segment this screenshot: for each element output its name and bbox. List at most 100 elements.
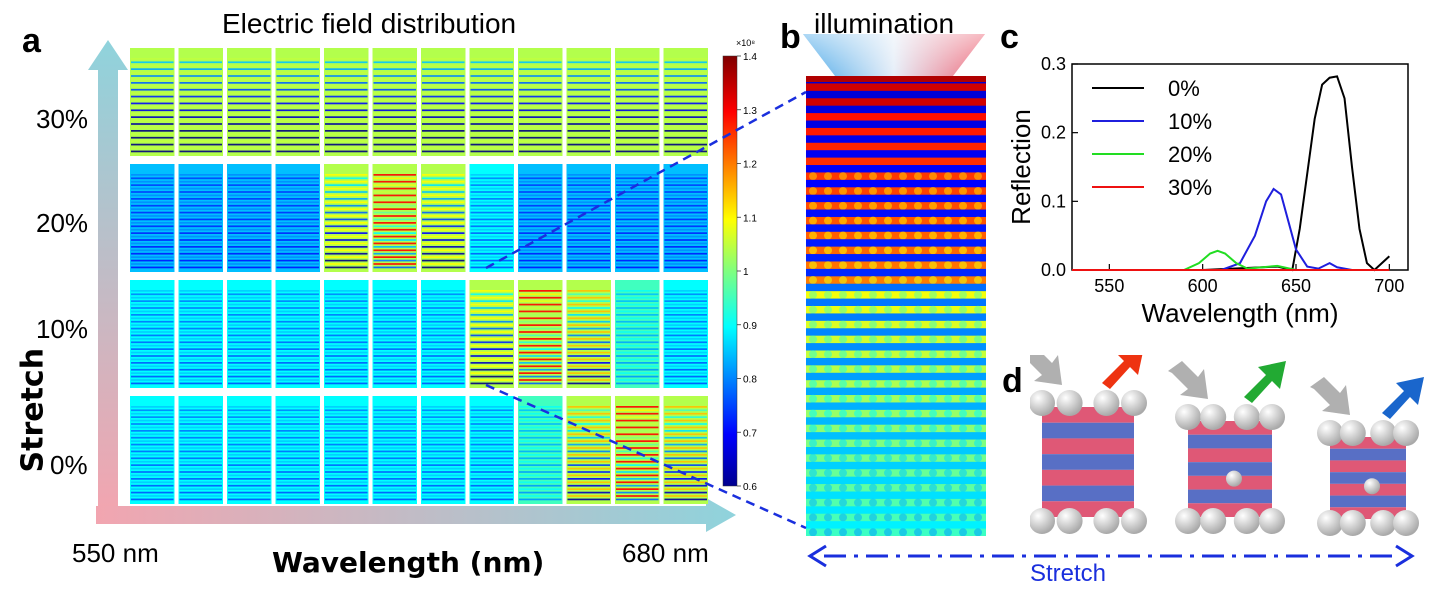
sphere — [1030, 390, 1055, 416]
zoom-band — [806, 528, 986, 536]
zoom-band — [806, 283, 986, 292]
zoom-band — [806, 395, 986, 403]
incident-arrow-icon — [1030, 355, 1062, 385]
zoom-node — [929, 201, 937, 210]
colorbar-tick-label: 0.9 — [743, 321, 757, 332]
zoom-node — [824, 483, 832, 492]
zoom-node — [974, 439, 982, 448]
zoom-node — [854, 320, 862, 329]
zoom-node — [854, 439, 862, 448]
zoom-band — [806, 498, 986, 507]
zoom-node — [974, 498, 982, 507]
zoom-node — [899, 498, 907, 507]
zoom-node — [944, 290, 952, 299]
zoom-node — [854, 454, 862, 463]
zoom-band — [806, 254, 986, 262]
zoom-band — [806, 320, 986, 329]
zoom-band — [806, 313, 986, 322]
zoom-node — [869, 246, 877, 255]
zoom-node — [824, 439, 832, 448]
zoom-node — [959, 394, 967, 403]
zoom-node — [914, 231, 922, 240]
zoom-node — [974, 216, 982, 225]
zoom-node — [869, 201, 877, 210]
zoom-band — [806, 469, 986, 478]
zoom-node — [944, 379, 952, 388]
zoom-node — [854, 365, 862, 374]
zoom-node — [854, 409, 862, 418]
x-tick-label: 700 — [1374, 276, 1404, 296]
zoom-node — [869, 394, 877, 403]
zoom-node — [869, 528, 877, 536]
zoom-node — [839, 365, 847, 374]
sphere — [1317, 420, 1343, 446]
zoom-node — [974, 468, 982, 477]
sphere — [1056, 390, 1083, 416]
field-cell — [566, 164, 611, 272]
nanostructure-illustrations — [1030, 355, 1424, 536]
zoom-node — [944, 350, 952, 359]
zoom-node — [899, 350, 907, 359]
x-tick-label: 550 — [1094, 276, 1124, 296]
zoom-node — [974, 187, 982, 195]
zoom-node — [869, 483, 877, 492]
zoom-node — [839, 394, 847, 403]
field-cell — [227, 396, 272, 504]
field-cell — [615, 48, 660, 156]
zoom-node — [929, 394, 937, 403]
field-cell — [324, 396, 369, 504]
zoom-band — [806, 484, 986, 492]
legend-label: 30% — [1168, 175, 1212, 200]
legend-label: 20% — [1168, 142, 1212, 167]
y-tick-label: 0.1 — [1041, 191, 1066, 211]
zoom-node — [809, 290, 817, 299]
zoom-node — [899, 468, 907, 477]
zoom-node — [974, 365, 982, 374]
zoom-node — [869, 409, 877, 418]
zoom-node — [839, 201, 847, 210]
zoom-node — [824, 335, 832, 344]
zoom-band — [806, 179, 986, 188]
field-cell — [227, 280, 272, 388]
zoom-node — [944, 335, 952, 344]
zoom-node — [809, 454, 817, 463]
zoom-node — [899, 231, 907, 240]
field-cell — [130, 396, 175, 504]
zoom-node — [854, 350, 862, 359]
zoom-node — [824, 320, 832, 329]
zoom-node — [959, 216, 967, 225]
zoom-node — [944, 261, 952, 270]
sphere — [1175, 404, 1201, 430]
zoom-node — [869, 468, 877, 477]
zoom-node — [944, 365, 952, 374]
zoom-band — [806, 231, 986, 240]
zoom-node — [884, 350, 892, 359]
zoom-node — [914, 439, 922, 448]
zoom-node — [884, 216, 892, 225]
zoom-node — [824, 187, 832, 195]
zoom-node — [899, 528, 907, 536]
colorbar-tick-label: 1.1 — [743, 213, 757, 224]
zoom-band — [806, 194, 986, 203]
sphere — [1259, 508, 1285, 534]
sphere — [1364, 478, 1380, 495]
nanostructure-2 — [1310, 377, 1424, 536]
zoom-band — [806, 491, 986, 500]
zoom-node — [959, 172, 967, 181]
zoom-node — [824, 468, 832, 477]
x-tick-label: 650 — [1281, 276, 1311, 296]
zoom-node — [929, 365, 937, 374]
zoom-node — [959, 379, 967, 388]
zoom-node — [854, 187, 862, 195]
zoom-node — [884, 439, 892, 448]
zoom-node — [959, 290, 967, 299]
reflection-chart: 550 600 650 700 0.0 0.1 0.2 0.3 Wavelength (nm) R… — [1006, 54, 1409, 328]
zoom-node — [869, 365, 877, 374]
zoom-band — [806, 135, 986, 144]
zoom-node — [854, 261, 862, 270]
zoom-band — [806, 335, 986, 344]
zoom-node — [914, 305, 922, 314]
zoom-node — [839, 216, 847, 225]
zoom-node — [959, 350, 967, 359]
zoom-node — [869, 350, 877, 359]
